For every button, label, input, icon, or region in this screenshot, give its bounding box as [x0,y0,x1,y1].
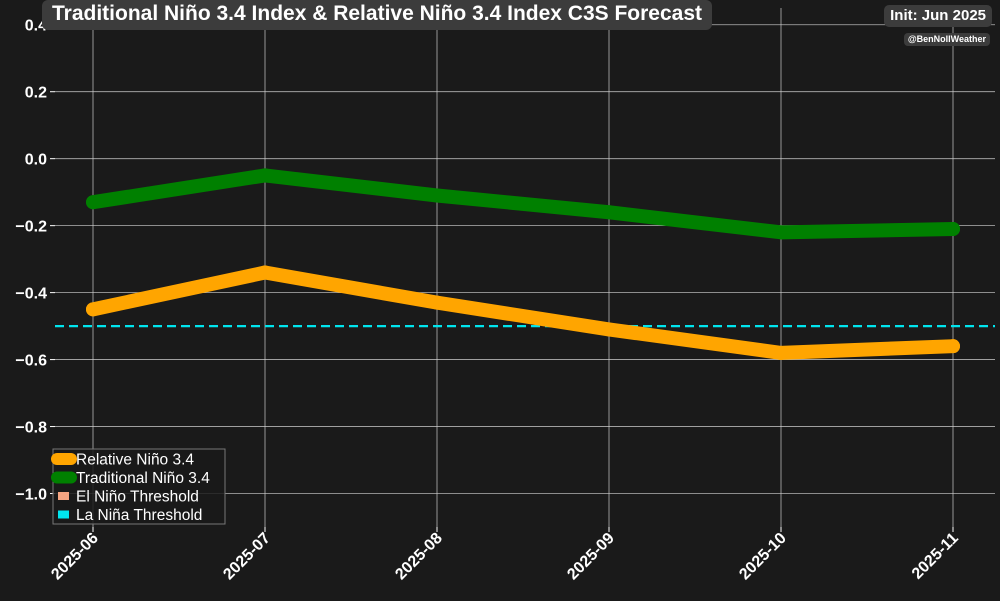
y-tick-label: −0.2 [15,219,47,236]
x-tick-label: 2025-07 [220,530,274,584]
data-point [602,205,616,220]
data-point [774,225,788,240]
y-tick-label: 0.4 [25,18,47,35]
y-tick-label: 0.2 [25,85,47,102]
x-tick-label: 2025-11 [909,530,962,583]
legend-label: La Niña Threshold [76,507,202,524]
data-point [946,221,960,236]
legend-box [52,448,226,525]
series-line-0 [86,265,960,360]
data-point [258,265,272,280]
legend-label: El Niño Threshold [76,489,199,506]
legend-label: Relative Niño 3.4 [76,452,194,469]
y-axis-ticks: 0.4 0.2 0.0 −0.2 −0.4 −0.6 −0.8 −1.0 [15,18,55,504]
legend-patch-swatch [58,510,69,519]
data-point [86,302,100,317]
data-point [774,345,788,360]
data-point [86,195,100,210]
grid-layer [55,8,995,527]
y-tick-label: 0.0 [25,152,47,169]
legend-label: Traditional Niño 3.4 [76,470,210,487]
credit-label: @BenNollWeather [903,33,990,46]
y-tick-label: −0.6 [15,353,47,370]
x-tick-label: 2025-10 [736,530,790,584]
data-point [258,168,272,183]
data-point [946,339,960,354]
x-tick-label: 2025-08 [392,530,446,584]
legend-patch-swatch [58,492,69,500]
series-line-1 [86,168,960,240]
init-date-label: Init: Jun 2025 [884,5,992,27]
data-point [430,295,444,310]
series-layer [86,168,960,360]
chart-title: Traditional Niño 3.4 Index & Relative Ni… [42,0,713,30]
data-point [602,322,616,337]
data-point [430,188,444,203]
y-tick-label: −1.0 [15,487,47,504]
y-tick-label: −0.4 [15,286,47,303]
y-tick-label: −0.8 [15,420,47,437]
x-axis-ticks: 2025-06 2025-07 2025-08 2025-09 2025-10 2025-… [48,527,962,583]
x-tick-label: 2025-06 [48,530,102,584]
x-tick-label: 2025-09 [564,530,618,584]
